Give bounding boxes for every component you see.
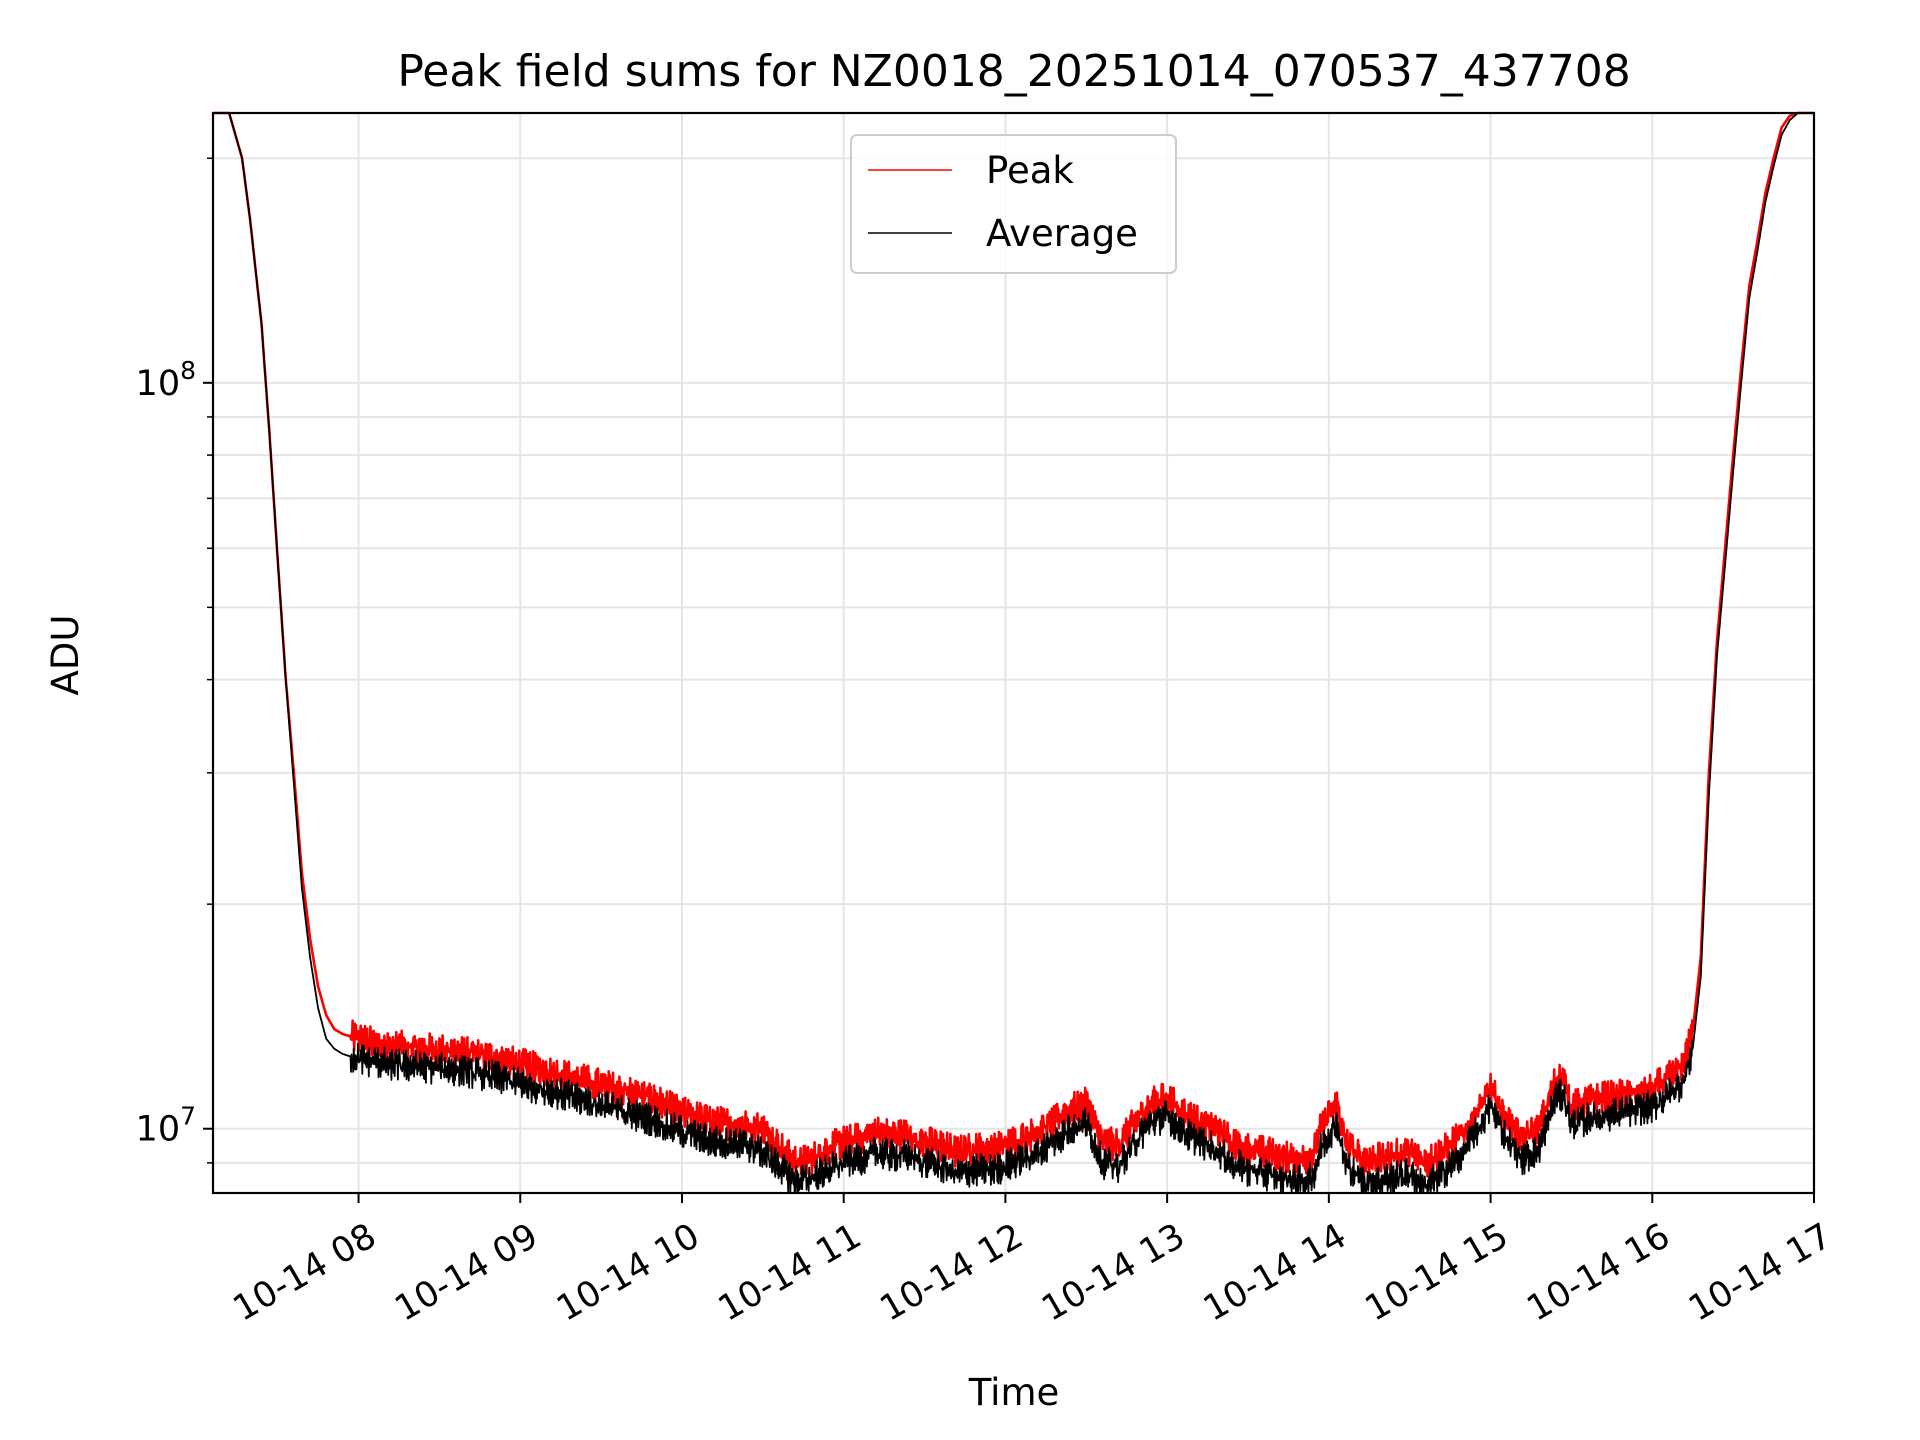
series-layer	[212, 111, 1815, 1194]
legend-label-peak: Peak	[986, 149, 1074, 192]
chart-title: Peak field sums for NZ0018_20251014_0705…	[397, 46, 1630, 97]
series-line-average	[212, 112, 1815, 1194]
y-tick-label: 108	[136, 356, 196, 404]
legend-label-average: Average	[986, 212, 1138, 255]
y-tick-label: 107	[136, 1102, 196, 1150]
y-axis: 107 108	[136, 157, 213, 1164]
legend: Peak Average	[850, 134, 1177, 274]
x-axis-label: Time	[968, 1371, 1060, 1414]
y-axis-label: ADU	[44, 615, 87, 696]
plot-frame	[211, 111, 1816, 1195]
